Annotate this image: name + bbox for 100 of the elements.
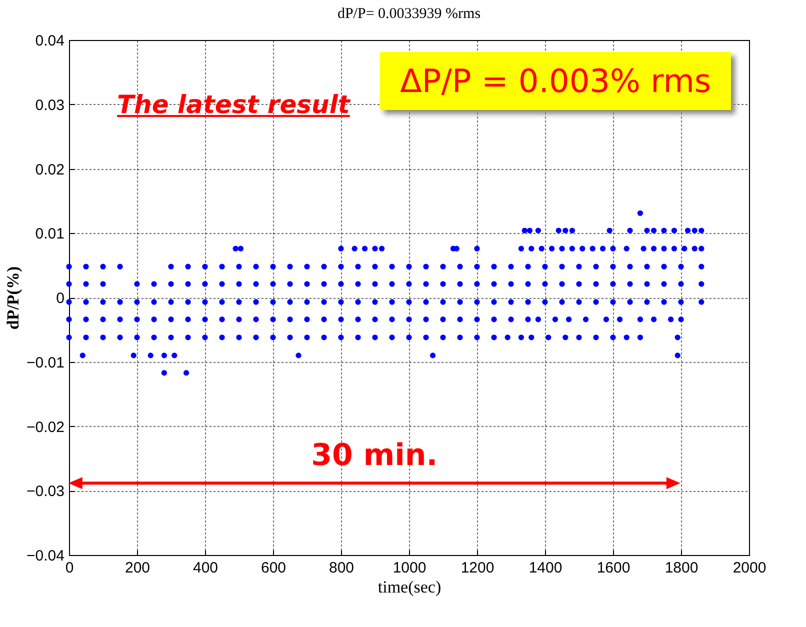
point bbox=[661, 228, 667, 234]
point bbox=[202, 316, 208, 322]
point bbox=[593, 281, 599, 287]
x-tick-label: 400 bbox=[192, 560, 218, 576]
point bbox=[236, 281, 242, 287]
point bbox=[423, 264, 429, 270]
point bbox=[287, 334, 293, 340]
point bbox=[440, 334, 446, 340]
point bbox=[627, 264, 633, 270]
point bbox=[508, 299, 514, 305]
point bbox=[637, 210, 644, 216]
y-tick-label: −0.01 bbox=[26, 354, 64, 372]
x-tick-label: 1400 bbox=[528, 560, 562, 576]
point bbox=[508, 264, 514, 270]
point bbox=[236, 316, 242, 322]
point bbox=[559, 299, 565, 305]
point bbox=[304, 316, 310, 322]
point bbox=[321, 299, 327, 305]
point bbox=[698, 228, 704, 234]
y-tick-label: −0.02 bbox=[26, 418, 64, 436]
point bbox=[624, 246, 630, 252]
point bbox=[692, 228, 698, 234]
point bbox=[430, 352, 436, 358]
point bbox=[338, 281, 344, 287]
point bbox=[219, 281, 225, 287]
point bbox=[457, 299, 463, 305]
point bbox=[406, 316, 412, 322]
point bbox=[593, 264, 599, 270]
x-tick-label: 1800 bbox=[664, 560, 698, 576]
point bbox=[304, 264, 310, 270]
point bbox=[338, 299, 344, 305]
point bbox=[219, 334, 225, 340]
point bbox=[270, 334, 276, 340]
point bbox=[355, 334, 361, 340]
point bbox=[219, 264, 225, 270]
point bbox=[684, 228, 691, 234]
point bbox=[440, 316, 446, 322]
point bbox=[650, 316, 657, 322]
point bbox=[423, 316, 429, 322]
x-tick-label: 1600 bbox=[596, 560, 630, 576]
y-tick-label: 0.03 bbox=[35, 96, 64, 114]
point bbox=[562, 334, 568, 340]
point bbox=[637, 316, 644, 322]
annotation: ΔP/P = 0.003% rms bbox=[380, 52, 732, 110]
point bbox=[185, 299, 191, 305]
point bbox=[296, 352, 302, 358]
point bbox=[270, 281, 276, 287]
point bbox=[185, 334, 191, 340]
point bbox=[569, 228, 576, 234]
point bbox=[389, 264, 395, 270]
point bbox=[270, 264, 276, 270]
point bbox=[525, 264, 531, 270]
point bbox=[661, 281, 667, 287]
point bbox=[236, 264, 242, 270]
point bbox=[287, 281, 293, 287]
point bbox=[161, 370, 168, 376]
point bbox=[66, 281, 72, 287]
point bbox=[538, 246, 544, 252]
point bbox=[100, 334, 106, 340]
point bbox=[148, 352, 154, 358]
point bbox=[518, 246, 524, 252]
point bbox=[624, 334, 630, 340]
point bbox=[671, 228, 678, 234]
point bbox=[610, 246, 616, 252]
point bbox=[518, 334, 524, 340]
point bbox=[338, 334, 344, 340]
point bbox=[66, 334, 72, 340]
point bbox=[83, 264, 89, 270]
point bbox=[491, 316, 497, 322]
point bbox=[698, 264, 704, 270]
point bbox=[151, 281, 157, 287]
point bbox=[423, 281, 429, 287]
point bbox=[83, 281, 89, 287]
y-axis-title: dP/P(%) bbox=[4, 266, 23, 330]
point bbox=[678, 316, 684, 322]
x-tick-label: 2000 bbox=[732, 560, 766, 576]
point bbox=[83, 334, 89, 340]
point bbox=[542, 281, 548, 287]
point bbox=[671, 246, 678, 252]
point bbox=[491, 334, 497, 340]
point bbox=[185, 316, 191, 322]
point bbox=[355, 281, 361, 287]
point bbox=[491, 299, 497, 305]
point bbox=[644, 281, 650, 287]
point bbox=[440, 281, 446, 287]
point bbox=[321, 316, 327, 322]
point bbox=[559, 281, 565, 287]
point bbox=[593, 334, 599, 340]
point bbox=[678, 264, 684, 270]
x-tick-label: 600 bbox=[260, 560, 286, 576]
x-tick-label: 1000 bbox=[392, 560, 426, 576]
point bbox=[590, 246, 596, 252]
y-tick-label: 0.02 bbox=[35, 161, 64, 178]
point bbox=[253, 334, 259, 340]
point bbox=[440, 299, 446, 305]
point bbox=[355, 316, 361, 322]
y-tick-label: 0.04 bbox=[35, 32, 64, 50]
x-tick-label: 1200 bbox=[460, 560, 494, 576]
point bbox=[627, 299, 633, 305]
point bbox=[66, 299, 72, 305]
